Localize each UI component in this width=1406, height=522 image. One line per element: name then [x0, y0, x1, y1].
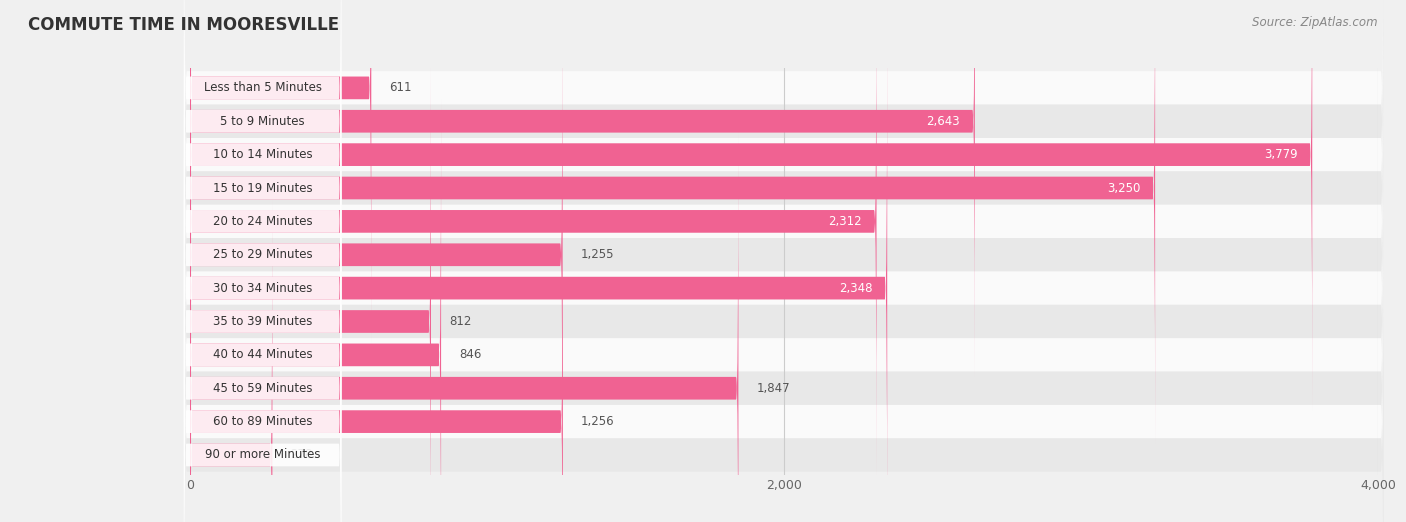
FancyBboxPatch shape [184, 0, 1384, 405]
FancyBboxPatch shape [190, 0, 562, 511]
Text: 30 to 34 Minutes: 30 to 34 Minutes [212, 282, 312, 294]
FancyBboxPatch shape [184, 38, 1384, 522]
FancyBboxPatch shape [190, 0, 1156, 444]
FancyBboxPatch shape [184, 66, 342, 522]
FancyBboxPatch shape [190, 99, 441, 522]
FancyBboxPatch shape [184, 138, 1384, 522]
FancyBboxPatch shape [184, 99, 342, 522]
FancyBboxPatch shape [184, 5, 1384, 522]
Text: Less than 5 Minutes: Less than 5 Minutes [204, 81, 322, 94]
Text: 1,847: 1,847 [756, 382, 790, 395]
Text: 25 to 29 Minutes: 25 to 29 Minutes [212, 248, 312, 261]
Text: 278: 278 [290, 448, 312, 461]
FancyBboxPatch shape [184, 0, 342, 377]
Text: 2,312: 2,312 [828, 215, 862, 228]
Text: 90 or more Minutes: 90 or more Minutes [205, 448, 321, 461]
Text: 846: 846 [458, 348, 481, 361]
FancyBboxPatch shape [184, 0, 342, 444]
Text: 812: 812 [449, 315, 471, 328]
Text: 40 to 44 Minutes: 40 to 44 Minutes [212, 348, 312, 361]
Text: COMMUTE TIME IN MOORESVILLE: COMMUTE TIME IN MOORESVILLE [28, 16, 339, 33]
FancyBboxPatch shape [184, 71, 1384, 522]
FancyBboxPatch shape [184, 0, 1384, 505]
FancyBboxPatch shape [184, 199, 342, 522]
Text: 35 to 39 Minutes: 35 to 39 Minutes [212, 315, 312, 328]
FancyBboxPatch shape [184, 32, 342, 522]
Text: 10 to 14 Minutes: 10 to 14 Minutes [212, 148, 312, 161]
FancyBboxPatch shape [184, 0, 1384, 522]
FancyBboxPatch shape [190, 166, 562, 522]
Text: 3,250: 3,250 [1107, 182, 1140, 195]
FancyBboxPatch shape [184, 0, 1384, 522]
Text: 1,256: 1,256 [581, 415, 614, 428]
FancyBboxPatch shape [184, 0, 342, 477]
FancyBboxPatch shape [184, 0, 342, 511]
FancyBboxPatch shape [184, 166, 342, 522]
FancyBboxPatch shape [190, 0, 974, 377]
FancyBboxPatch shape [184, 0, 1384, 438]
FancyBboxPatch shape [184, 0, 1384, 472]
Text: 45 to 59 Minutes: 45 to 59 Minutes [212, 382, 312, 395]
FancyBboxPatch shape [190, 66, 432, 522]
FancyBboxPatch shape [184, 133, 342, 522]
Text: 60 to 89 Minutes: 60 to 89 Minutes [212, 415, 312, 428]
Text: 611: 611 [389, 81, 412, 94]
FancyBboxPatch shape [184, 0, 342, 410]
Text: 3,779: 3,779 [1264, 148, 1298, 161]
Text: 15 to 19 Minutes: 15 to 19 Minutes [212, 182, 312, 195]
FancyBboxPatch shape [190, 0, 876, 477]
FancyBboxPatch shape [184, 104, 1384, 522]
FancyBboxPatch shape [190, 0, 1312, 410]
FancyBboxPatch shape [190, 0, 371, 343]
FancyBboxPatch shape [184, 0, 342, 343]
Text: 2,643: 2,643 [927, 115, 960, 128]
Text: 1,255: 1,255 [581, 248, 614, 261]
FancyBboxPatch shape [190, 32, 887, 522]
FancyBboxPatch shape [184, 0, 1384, 522]
FancyBboxPatch shape [190, 133, 738, 522]
Text: 5 to 9 Minutes: 5 to 9 Minutes [221, 115, 305, 128]
Text: 20 to 24 Minutes: 20 to 24 Minutes [212, 215, 312, 228]
Text: 2,348: 2,348 [839, 282, 872, 294]
Text: Source: ZipAtlas.com: Source: ZipAtlas.com [1253, 16, 1378, 29]
FancyBboxPatch shape [190, 199, 273, 522]
